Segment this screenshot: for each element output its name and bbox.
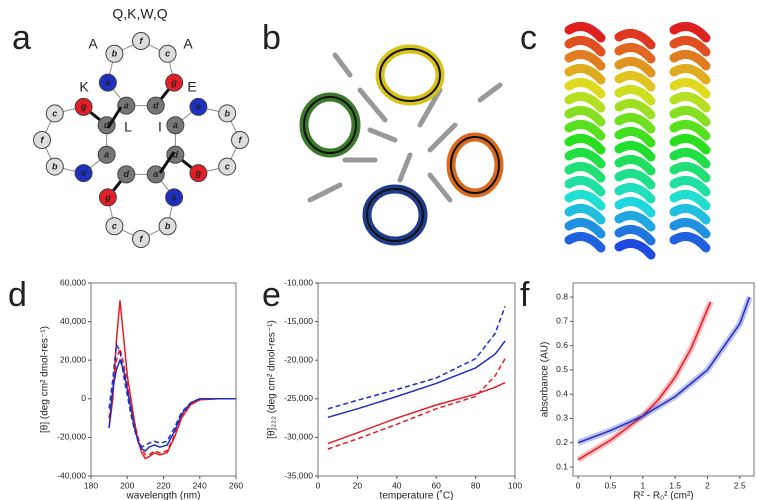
residue-letter: e	[196, 102, 201, 112]
residue-letter: d	[153, 101, 159, 111]
y-tick-label: 60,000	[60, 277, 86, 287]
line	[109, 345, 236, 447]
line	[328, 359, 505, 449]
x-tick-label: 60	[431, 480, 441, 490]
residue-letter: e	[172, 192, 177, 202]
x-tick-label: 20	[353, 480, 363, 490]
x-tick-label: 240	[193, 480, 207, 490]
residue-letter: c	[165, 49, 170, 59]
residue-letter: c	[225, 161, 230, 171]
panel-label: a	[12, 19, 31, 57]
panel-label: c	[520, 19, 537, 57]
x-axis-title: R² - R₀² (cm²)	[633, 491, 693, 500]
residue-letter: a	[104, 150, 109, 160]
helix-bundle	[569, 26, 706, 255]
residue-letter: c	[112, 221, 117, 231]
x-tick-label: 0	[576, 480, 581, 490]
residue-letter: a	[173, 120, 178, 130]
panel-label: b	[262, 19, 281, 57]
x-tick-label: 200	[120, 480, 134, 490]
x-tick-label: 100	[508, 480, 522, 490]
line	[328, 341, 505, 417]
x-tick-label: 2	[705, 480, 710, 490]
helix-turn	[569, 236, 601, 248]
x-tick-label: 220	[156, 480, 170, 490]
residue-letter: g	[195, 168, 202, 178]
y-tick-label: -25,000	[284, 393, 313, 403]
residue-letter: a	[153, 169, 158, 179]
y-tick-label: -35,000	[284, 470, 313, 480]
x-tick-label: 1	[640, 480, 645, 490]
x-tick-label: 40	[392, 480, 402, 490]
y-tick-label: -40,000	[57, 470, 86, 480]
wheel-label: A	[88, 36, 98, 52]
residue-letter: b	[224, 108, 230, 118]
x-tick-label: 0.5	[605, 480, 617, 490]
residue-letter: d	[124, 169, 130, 179]
residue-letter: g	[80, 102, 87, 112]
wheel-label: A	[183, 36, 193, 52]
y-tick-label: 0.6	[556, 340, 568, 350]
plot-frame	[318, 283, 515, 476]
residue-letter: g	[104, 192, 111, 202]
y-tick-label: 0.4	[556, 388, 568, 398]
y-tick-label: 40,000	[60, 316, 86, 326]
y-tick-label: 0.7	[556, 316, 568, 326]
helix-top-view	[304, 49, 500, 241]
x-axis-title: wavelength (nm)	[126, 491, 201, 500]
x-tick-label: 180	[84, 480, 98, 490]
x-axis-title: temperature (˚C)	[380, 490, 454, 500]
x-tick-label: 0	[316, 480, 321, 490]
line	[328, 383, 505, 444]
data-halo	[578, 297, 749, 443]
x-tick-label: 260	[229, 480, 243, 490]
y-tick-label: 0.5	[556, 364, 568, 374]
panel-label: f	[520, 276, 530, 314]
residue-letter: c	[52, 108, 57, 118]
y-tick-label: -20,000	[284, 354, 313, 364]
wheel-label: L	[124, 119, 132, 135]
wheel-label: K	[79, 79, 89, 95]
y-tick-label: -15,000	[284, 316, 313, 326]
helix-turn	[619, 243, 651, 255]
y-tick-label: -10,000	[284, 277, 313, 287]
y-tick-label: 0.3	[556, 413, 568, 423]
y-tick-label: -30,000	[284, 432, 313, 442]
residue-letter: b	[165, 221, 171, 231]
y-tick-label: 0	[81, 393, 86, 403]
y-tick-label: 0.8	[556, 291, 568, 301]
y-axis-title: [θ] (deg cm² dmol-res⁻¹)	[40, 326, 51, 433]
figure: adgcfbeadgcfbeadgcfbeadgcfbe a b c d e f…	[0, 0, 757, 500]
residue-letter: e	[105, 77, 110, 87]
helix-turn	[674, 236, 706, 248]
y-tick-label: 0.1	[556, 461, 568, 471]
y-tick-label: 0.2	[556, 437, 568, 447]
residue-letter: b	[112, 49, 118, 59]
wheel-label: I	[158, 119, 162, 135]
x-tick-label: 80	[471, 480, 481, 490]
panel-label: d	[8, 276, 27, 314]
residue-letter: b	[52, 161, 58, 171]
wheel-header: Q,K,W,Q	[112, 6, 167, 22]
residue-letter: e	[81, 168, 86, 178]
x-tick-label: 1.5	[669, 480, 681, 490]
wheel-label: E	[187, 79, 196, 95]
x-tick-label: 2.5	[734, 480, 746, 490]
y-tick-label: -20,000	[57, 432, 86, 442]
line	[578, 297, 749, 443]
panel-label: e	[262, 276, 281, 314]
plot-frame	[91, 283, 236, 476]
line	[109, 360, 236, 451]
y-axis-title: absorbance (AU)	[540, 342, 551, 418]
y-tick-label: 20,000	[60, 354, 86, 364]
residue-letter: a	[124, 101, 129, 111]
residue-letter: g	[170, 77, 177, 87]
y-axis-title: [θ]₂₂₂ (deg cm² dmol-res⁻¹)	[267, 320, 278, 439]
